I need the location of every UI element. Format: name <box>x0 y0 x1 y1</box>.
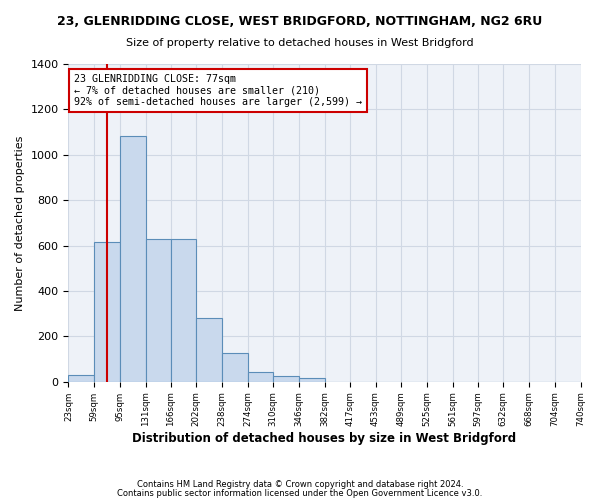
Bar <box>68 375 94 382</box>
Bar <box>170 239 196 382</box>
Bar <box>146 239 170 382</box>
Bar <box>248 372 274 382</box>
Text: 23 GLENRIDDING CLOSE: 77sqm
← 7% of detached houses are smaller (210)
92% of sem: 23 GLENRIDDING CLOSE: 77sqm ← 7% of deta… <box>74 74 362 106</box>
Bar <box>94 242 120 382</box>
X-axis label: Distribution of detached houses by size in West Bridgford: Distribution of detached houses by size … <box>133 432 517 445</box>
Text: 23, GLENRIDDING CLOSE, WEST BRIDGFORD, NOTTINGHAM, NG2 6RU: 23, GLENRIDDING CLOSE, WEST BRIDGFORD, N… <box>58 15 542 28</box>
Bar <box>120 136 146 382</box>
Bar <box>274 376 299 382</box>
Bar <box>222 354 248 382</box>
Text: Contains public sector information licensed under the Open Government Licence v3: Contains public sector information licen… <box>118 488 482 498</box>
Bar <box>196 318 222 382</box>
Text: Size of property relative to detached houses in West Bridgford: Size of property relative to detached ho… <box>126 38 474 48</box>
Y-axis label: Number of detached properties: Number of detached properties <box>15 135 25 310</box>
Text: Contains HM Land Registry data © Crown copyright and database right 2024.: Contains HM Land Registry data © Crown c… <box>137 480 463 489</box>
Bar <box>299 378 325 382</box>
